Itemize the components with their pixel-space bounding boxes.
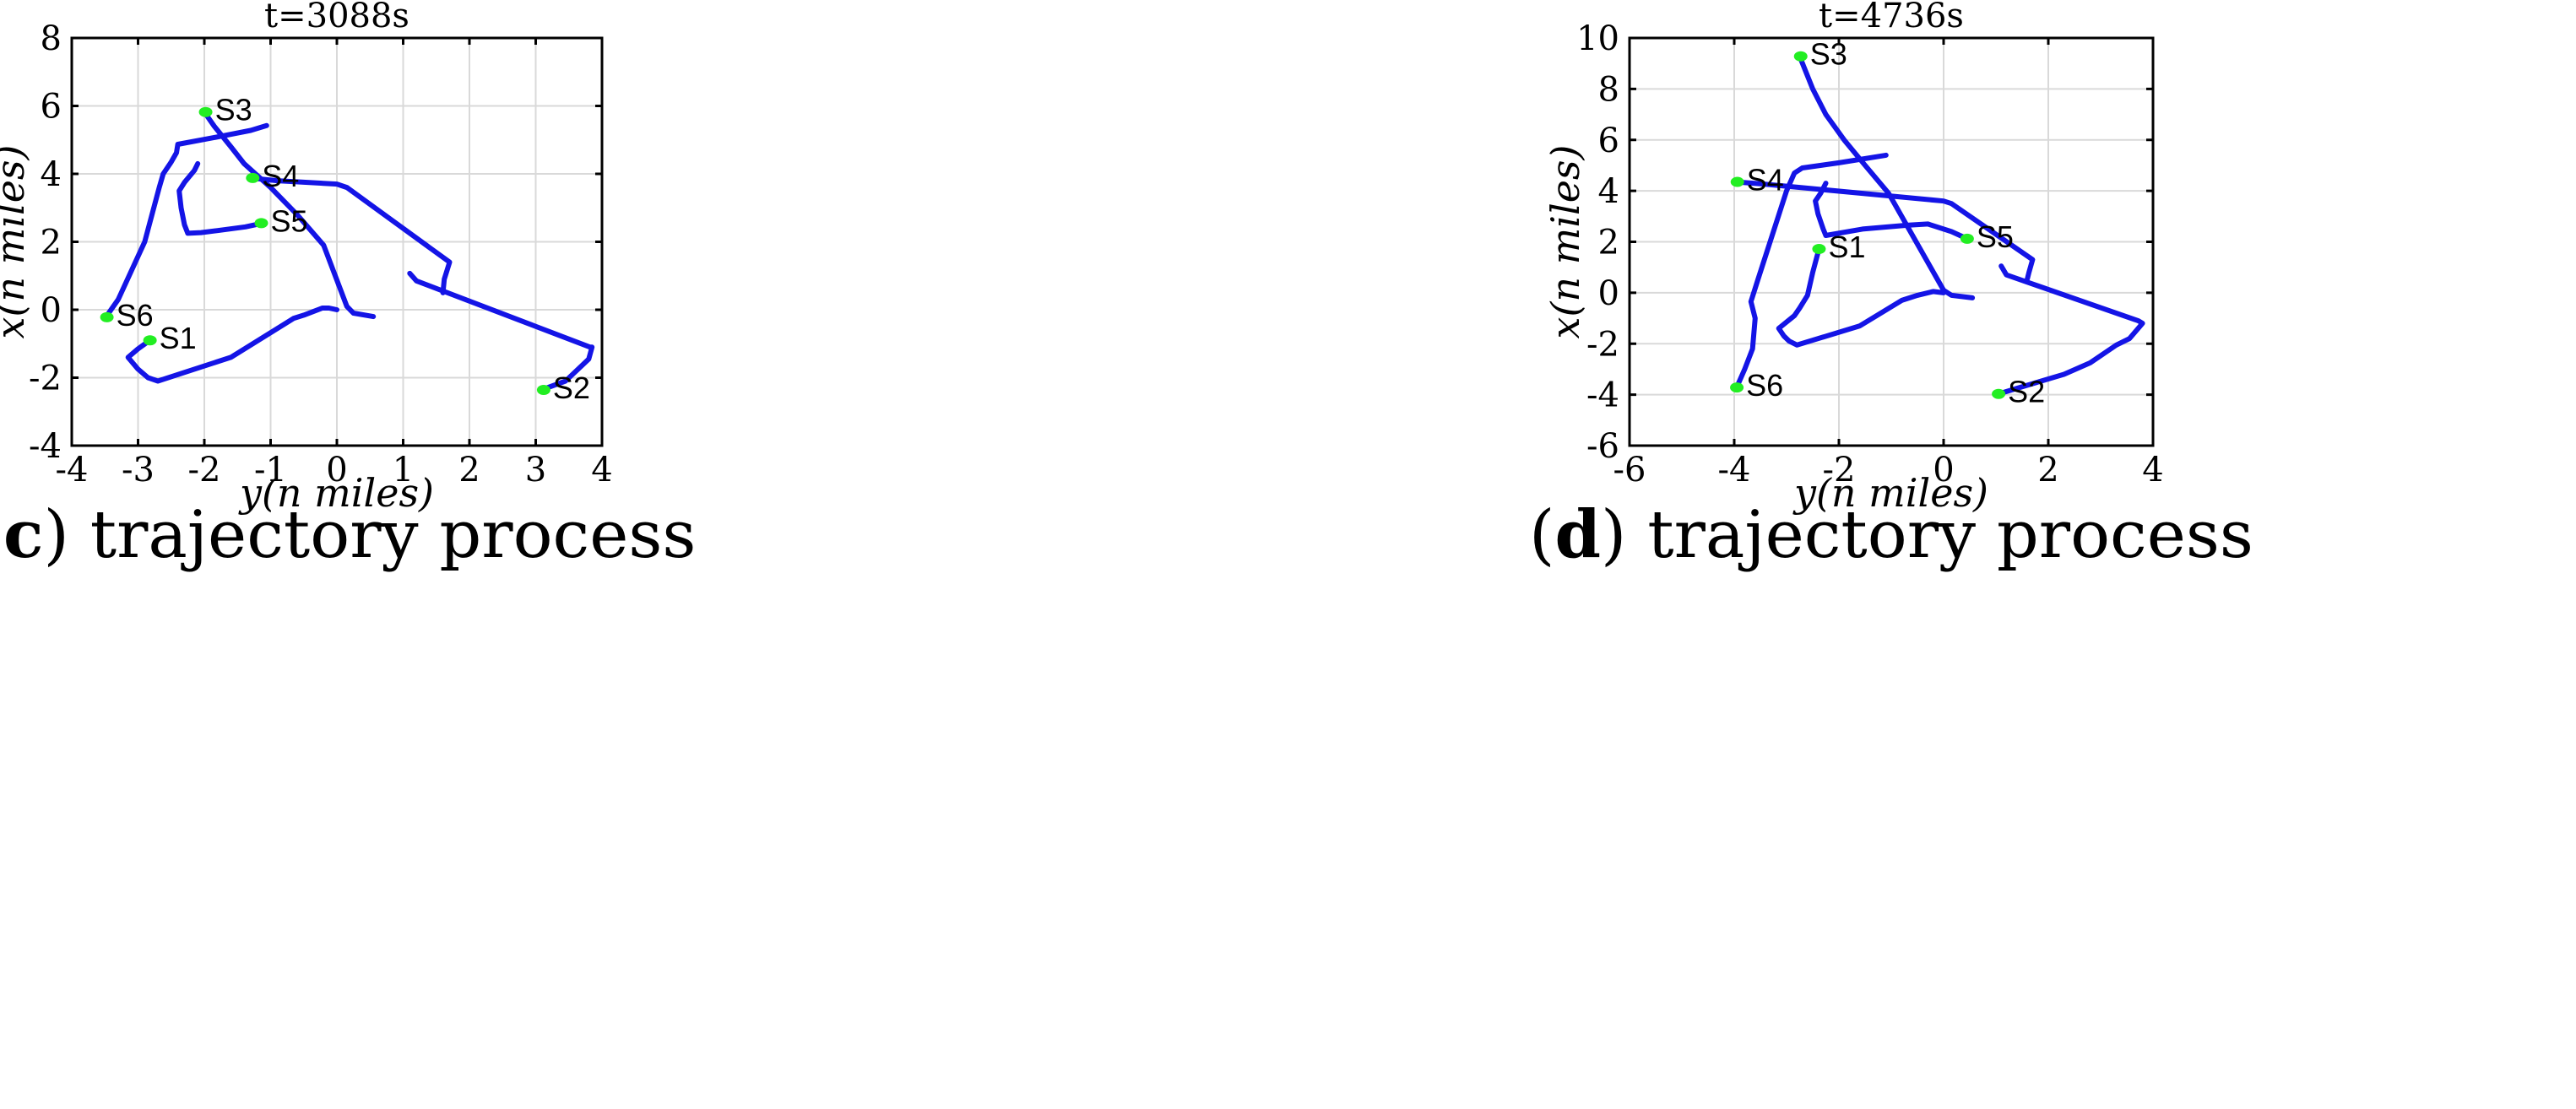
- y-tick-label: -2: [29, 360, 62, 398]
- y-tick-label: 6: [1598, 122, 1619, 160]
- x-tick-label: 2: [458, 451, 480, 490]
- marker-s6: [100, 311, 114, 322]
- marker-s2: [1992, 388, 2006, 399]
- y-tick-label: 4: [41, 155, 62, 194]
- grid-d: [1629, 37, 2154, 446]
- ticks-group-c: -4 -3 -2 -1 0 1 2 3 4 -4 -2 0 2 4 6 8: [29, 19, 613, 490]
- x-tick-label: 4: [591, 451, 612, 490]
- y-axis-label-c: x(n miles): [0, 145, 33, 339]
- y-tick-label: -4: [1586, 376, 1619, 415]
- trajectory-line-s2: [407, 270, 595, 392]
- y-tick-label: 0: [1598, 274, 1619, 313]
- x-tick-label: 1: [393, 451, 414, 490]
- trajectory-line-s3: [1797, 53, 1976, 300]
- x-tick-label: -2: [1823, 451, 1856, 490]
- y-tick-label: 2: [41, 224, 62, 262]
- marker-label-s5: S5: [271, 203, 308, 238]
- x-axis-label-c: y(n miles): [238, 470, 434, 516]
- y-tick-label: 8: [41, 19, 62, 58]
- chart-title-d: t=4736s: [1819, 0, 1964, 35]
- x-tick-label: 3: [525, 451, 546, 490]
- chart-title-c: t=3088s: [264, 0, 409, 35]
- trajectory-line-s4: [247, 175, 453, 295]
- marker-s1: [1812, 243, 1826, 254]
- marker-label-s3: S3: [215, 93, 252, 127]
- marker-s5: [1960, 233, 1974, 244]
- marker-s5: [254, 218, 268, 229]
- marker-s3: [1793, 51, 1808, 62]
- y-tick-label: 8: [1598, 70, 1619, 109]
- trajectory-line-s1: [1776, 246, 1946, 348]
- trajectory-line-s5: [176, 160, 266, 236]
- marker-label-s1: S1: [160, 321, 197, 355]
- caption-letter-d: d: [1554, 496, 1601, 573]
- caption-d: (d) trajectory process: [1529, 496, 2253, 573]
- x-tick-label: 2: [2037, 451, 2058, 490]
- trajectory-line-s1: [125, 306, 339, 384]
- marker-s2: [536, 384, 550, 395]
- y-axis-label-d: x(n miles): [1543, 145, 1588, 339]
- x-tick-label: -2: [188, 451, 221, 490]
- y-tick-label: 0: [41, 291, 62, 330]
- x-tick-label: 0: [326, 451, 347, 490]
- marker-label-s3: S3: [1810, 37, 1847, 72]
- x-tick-label: 0: [1933, 451, 1954, 490]
- x-tick-label: -3: [122, 451, 155, 490]
- marker-label-s4: S4: [262, 159, 299, 193]
- y-tick-label: 4: [1598, 172, 1619, 211]
- y-tick-label: -6: [1586, 427, 1619, 466]
- trajectory-line-s6: [103, 122, 269, 320]
- marker-label-s2: S2: [553, 371, 590, 405]
- trajectory-line-s6: [1734, 152, 1889, 390]
- marker-label-s6: S6: [1746, 368, 1783, 403]
- y-tick-label: 6: [41, 88, 62, 127]
- y-tick-label: 10: [1576, 19, 1619, 58]
- caption-text-c: trajectory process: [90, 497, 697, 573]
- series-group-c: [103, 109, 595, 392]
- y-tick-label: -4: [29, 427, 62, 466]
- x-tick-label: 4: [2142, 451, 2163, 490]
- x-tick-label: -4: [56, 451, 89, 490]
- y-tick-label: 2: [1598, 224, 1619, 262]
- caption-c: (c) trajectory process: [0, 496, 696, 573]
- chart-panel-d: S3 S4 S5 S1 S6 S2 -6 -4 -2 0 2 4 -6 -4 -2 0 2 4 6 8 10 t=47…: [1288, 0, 2576, 1109]
- x-tick-label: -4: [1718, 451, 1751, 490]
- y-tick-label: -2: [1586, 325, 1619, 364]
- chart-d: S3 S4 S5 S1 S6 S2 -6 -4 -2 0 2 4 -6 -4 -2 0 2 4 6 8 10 t=47…: [1529, 0, 2253, 573]
- series-group-d: [1734, 53, 2145, 397]
- x-tick-label: -6: [1613, 451, 1646, 490]
- marker-label-s1: S1: [1828, 230, 1865, 264]
- x-axis-label-d: y(n miles): [1792, 470, 1988, 516]
- marker-label-s6: S6: [117, 298, 154, 333]
- marker-s6: [1730, 382, 1744, 393]
- marker-s4: [1730, 176, 1744, 187]
- marker-label-s2: S2: [2008, 375, 2045, 409]
- chart-panel-c: S3 S4 S5 S6 S1 S2 -4 -3 -2 -1 0 1 2 3 4 -4 -2 0 2 4 6 8 t=30…: [0, 0, 696, 573]
- markers-group-d: S3 S4 S5 S1 S6 S2: [1730, 37, 2045, 409]
- marker-s1: [143, 335, 157, 346]
- ticks-group-d: -6 -4 -2 0 2 4 -6 -4 -2 0 2 4 6 8 10: [1576, 19, 2164, 490]
- x-tick-label: -1: [254, 451, 287, 490]
- marker-s3: [198, 106, 213, 117]
- trajectory-line-s2: [1996, 263, 2145, 397]
- grid-c: [71, 37, 603, 446]
- caption-text-d: trajectory process: [1647, 497, 2253, 573]
- trajectory-line-s5: [1813, 181, 1970, 241]
- caption-letter-c: c: [3, 496, 44, 573]
- marker-s4: [246, 172, 260, 183]
- trajectory-line-s4: [1734, 179, 2036, 282]
- marker-label-s4: S4: [1747, 163, 1784, 197]
- marker-label-s5: S5: [1977, 219, 2014, 254]
